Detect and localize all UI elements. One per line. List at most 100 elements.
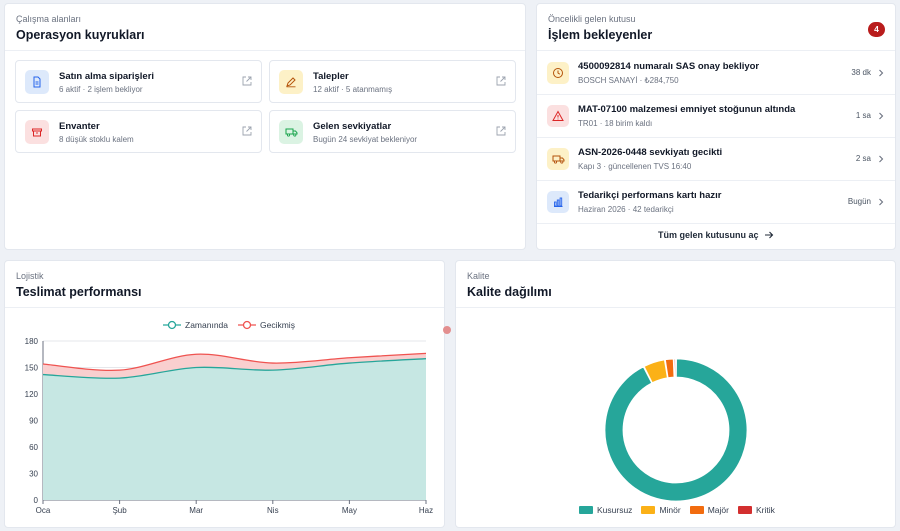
x-tick-label: Oca <box>36 506 51 515</box>
inbox-item[interactable]: 4500092814 numaralı SAS onay bekliyor BO… <box>537 52 895 95</box>
workspaces-eyebrow: Çalışma alanları <box>16 14 82 24</box>
area-on-time <box>43 358 426 500</box>
warning-icon <box>547 105 569 127</box>
y-tick-label: 30 <box>29 470 38 479</box>
inbox-header: Öncelikli gelen kutusu İşlem bekleyenler… <box>537 4 895 51</box>
legend-label: Kusursuz <box>597 505 633 515</box>
legend-label: Minör <box>659 505 681 515</box>
workspace-subtitle: 6 aktif · 2 işlem bekliyor <box>59 85 143 94</box>
x-tick-label: Nis <box>267 506 279 515</box>
delivery-performance-card: Lojistik Teslimat performansı Zamanında … <box>4 260 445 528</box>
quality-donut-chart <box>604 358 748 502</box>
chevron-right-icon <box>879 112 884 120</box>
inbox-item[interactable]: ASN-2026-0448 sevkiyatı gecikti Kapı 3 ·… <box>537 138 895 181</box>
workspace-inventory[interactable]: Envanter 8 düşük stoklu kalem <box>15 110 262 153</box>
chevron-right-icon <box>879 198 884 206</box>
quality-eyebrow: Kalite <box>467 271 490 281</box>
legend-swatch <box>641 506 656 514</box>
priority-inbox-card: Öncelikli gelen kutusu İşlem bekleyenler… <box>536 3 896 250</box>
quality-distribution-card: Kalite Kalite dağılımı Kusursuz Minör Majö… <box>455 260 896 528</box>
inbox-item-title: Tedarikçi performans kartı hazır <box>578 190 722 201</box>
resize-handle[interactable] <box>443 326 451 334</box>
y-tick-label: 60 <box>29 443 38 452</box>
box-icon <box>25 120 49 144</box>
open-inbox-link[interactable]: Tüm gelen kutusunu aç <box>537 221 895 249</box>
donut-slice[interactable] <box>604 358 748 502</box>
workspace-subtitle: Bugün 24 sevkiyat bekleniyor <box>313 135 418 144</box>
workspaces-card: Çalışma alanları Operasyon kuyrukları Sa… <box>4 3 526 250</box>
open-inbox-label: Tüm gelen kutusunu aç <box>657 230 759 240</box>
legend-marker-delayed <box>238 320 256 330</box>
legend-item-on-time[interactable]: Zamanında <box>163 320 228 330</box>
inbox-item-subtitle: BOSCH SANAYİ · ₺284,750 <box>578 76 679 85</box>
legend-label: Kritik <box>755 505 775 515</box>
y-tick-label: 180 <box>25 337 39 346</box>
legend-marker-on-time <box>163 320 181 330</box>
bar-chart-icon <box>547 191 569 213</box>
external-link-icon[interactable] <box>242 126 252 136</box>
truck-icon <box>279 120 303 144</box>
external-link-icon[interactable] <box>496 76 506 86</box>
inbox-item-time: 38 dk <box>851 68 871 77</box>
x-tick-label: Mar <box>189 506 203 515</box>
workspace-requests[interactable]: Talepler 12 aktif · 5 atanmamış <box>269 60 516 103</box>
legend-item[interactable]: Majör <box>689 505 729 515</box>
legend-item[interactable]: Minör <box>641 505 681 515</box>
inbox-item-time: Bugün <box>847 197 871 206</box>
delivery-title: Teslimat performansı <box>16 285 142 299</box>
quality-chart-legend: Kusursuz Minör Majör Kritik <box>579 505 775 515</box>
y-tick-label: 120 <box>25 390 39 399</box>
chevron-right-icon <box>879 155 884 163</box>
legend-label: Majör <box>707 505 729 515</box>
document-icon <box>25 70 49 94</box>
donut-slice[interactable] <box>673 358 676 378</box>
x-tick-label: Haz <box>419 506 433 515</box>
legend-swatch <box>737 506 752 514</box>
donut-slice[interactable] <box>665 358 675 379</box>
inbox-item-time: 2 sa <box>855 154 871 163</box>
external-link-icon[interactable] <box>242 76 252 86</box>
inbox-eyebrow: Öncelikli gelen kutusu <box>548 14 636 24</box>
workspace-title: Talepler <box>313 71 349 82</box>
workspace-subtitle: 12 aktif · 5 atanmamış <box>313 85 393 94</box>
x-tick-label: May <box>342 506 357 515</box>
y-tick-label: 150 <box>25 364 39 373</box>
inbox-item[interactable]: Tedarikçi performans kartı hazır Haziran… <box>537 181 895 224</box>
delivery-area-chart: 0 30 60 90 120 150 180 Oca Şub Mar Nis May Haz <box>25 337 433 515</box>
workspace-subtitle: 8 düşük stoklu kalem <box>59 135 134 144</box>
inbox-item-subtitle: Kapı 3 · güncellenen TVS 16:40 <box>578 162 692 171</box>
legend-item[interactable]: Kritik <box>737 505 775 515</box>
inbox-item-subtitle: Haziran 2026 · 42 tedarikçi <box>578 205 674 214</box>
external-link-icon[interactable] <box>496 126 506 136</box>
delivery-eyebrow: Lojistik <box>16 271 44 281</box>
legend-swatch <box>579 506 593 514</box>
inbox-item[interactable]: MAT-07100 malzemesi emniyet stoğunun alt… <box>537 95 895 138</box>
delivery-chart-legend: Zamanında Gecikmiş <box>163 320 295 330</box>
workspace-inbound-shipments[interactable]: Gelen sevkiyatlar Bugün 24 sevkiyat bekl… <box>269 110 516 153</box>
y-tick-label: 90 <box>29 417 38 426</box>
legend-item[interactable]: Kusursuz <box>579 505 632 515</box>
inbox-item-time: 1 sa <box>855 111 871 120</box>
inbox-item-title: MAT-07100 malzemesi emniyet stoğunun alt… <box>578 104 796 115</box>
series-line-delayed <box>42 352 427 372</box>
inbox-count-badge: 4 <box>868 22 885 37</box>
quality-title: Kalite dağılımı <box>467 285 552 299</box>
x-tick-label: Şub <box>112 506 127 515</box>
workspace-title: Envanter <box>59 121 100 132</box>
workspace-purchase-orders[interactable]: Satın alma siparişleri 6 aktif · 2 işlem… <box>15 60 262 103</box>
series-line-on-time <box>42 358 427 379</box>
inbox-item-title: ASN-2026-0448 sevkiyatı gecikti <box>578 147 723 158</box>
workspace-title: Gelen sevkiyatlar <box>313 121 392 132</box>
legend-swatch <box>689 506 704 514</box>
workspaces-header: Çalışma alanları Operasyon kuyrukları <box>5 4 525 51</box>
legend-item-delayed[interactable]: Gecikmiş <box>238 320 295 330</box>
arrow-right-icon <box>765 231 774 239</box>
workspaces-title: Operasyon kuyrukları <box>16 28 145 42</box>
chevron-right-icon <box>879 69 884 77</box>
inbox-title: İşlem bekleyenler <box>548 28 653 42</box>
inbox-item-title: 4500092814 numaralı SAS onay bekliyor <box>578 61 760 72</box>
donut-slice[interactable] <box>643 359 668 384</box>
delivery-header: Lojistik Teslimat performansı <box>5 261 444 308</box>
clock-icon <box>547 62 569 84</box>
pencil-icon <box>279 70 303 94</box>
